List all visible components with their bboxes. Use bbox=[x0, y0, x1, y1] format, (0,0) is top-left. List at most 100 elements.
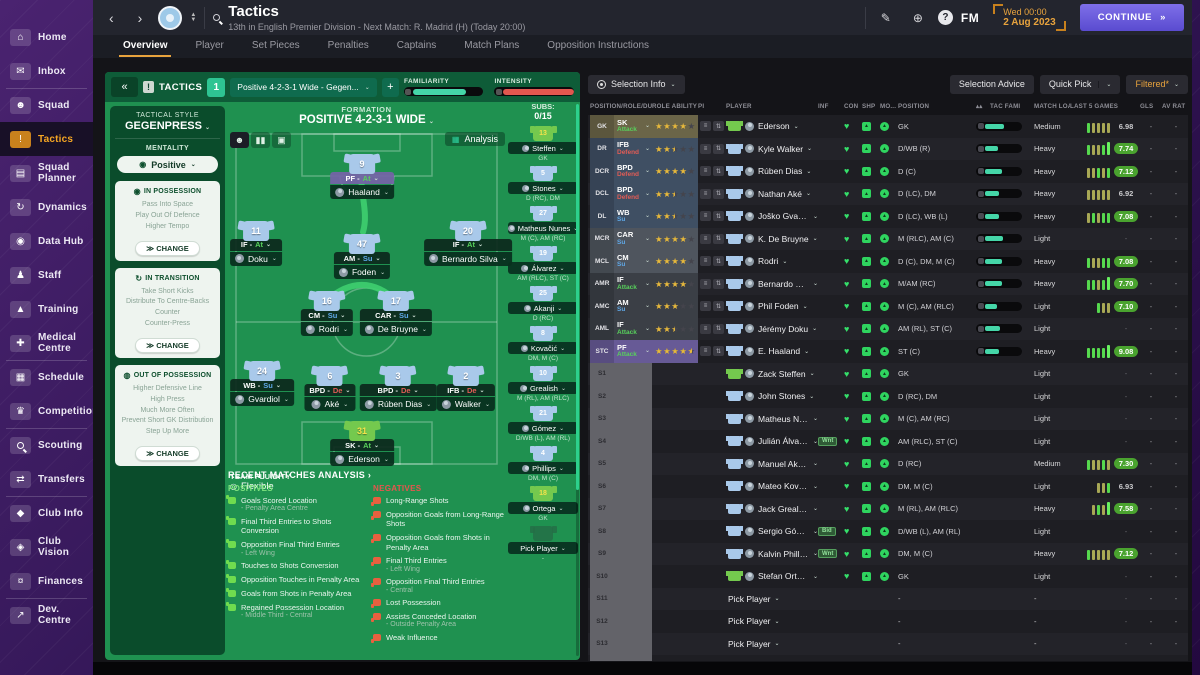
column-header[interactable]: CON bbox=[844, 102, 859, 110]
role-duty-cell[interactable] bbox=[614, 497, 652, 520]
sidebar-item-tactics[interactable]: ! Tactics bbox=[0, 122, 93, 156]
table-row[interactable]: S1 Zack Steffen ♥ ▲ ▲ GK Light - - - bbox=[588, 362, 1188, 385]
sub-name-pill[interactable]: Stones bbox=[508, 182, 578, 194]
sub-name-pill[interactable]: Pick Player bbox=[508, 542, 578, 554]
player-name-pill[interactable]: Aké bbox=[304, 397, 356, 412]
role-duty-cell[interactable] bbox=[614, 475, 652, 498]
player-cell[interactable]: Pick Player bbox=[726, 594, 818, 604]
tactic-slot-tab[interactable]: 1 bbox=[207, 77, 226, 97]
player-cell[interactable]: Jack Grealish bbox=[726, 503, 818, 514]
player-cell[interactable]: Pick Player bbox=[726, 639, 818, 649]
tab-match-plans[interactable]: Match Plans bbox=[464, 40, 520, 51]
sidebar-item-transfers[interactable]: ⇄ Transfers bbox=[0, 462, 93, 497]
table-row[interactable]: S2 John Stones ♥ ▲ ▲ D (RC), DM Light - - - bbox=[588, 385, 1188, 408]
column-header[interactable]: MO... bbox=[880, 102, 897, 110]
forward-arrow-icon[interactable]: › bbox=[137, 9, 143, 26]
shirt-view-button[interactable]: ▣ bbox=[272, 132, 291, 148]
table-row[interactable]: S13 Pick Player - - - - - bbox=[588, 632, 1188, 655]
role-duty-cell[interactable]: WB Su bbox=[614, 205, 652, 228]
player-cell[interactable]: Nathan Aké bbox=[726, 188, 818, 199]
continue-button[interactable]: CONTINUE» bbox=[1079, 4, 1184, 31]
change-button[interactable]: ≫ CHANGE bbox=[135, 446, 200, 462]
role-duty-cell[interactable] bbox=[614, 565, 652, 588]
player-name-pill[interactable]: Foden bbox=[333, 265, 391, 280]
player-cell[interactable]: Phil Foden bbox=[726, 301, 818, 312]
sub-name-pill[interactable]: Phillips bbox=[508, 462, 578, 474]
player-cell[interactable]: Julián Álvarez bbox=[726, 436, 818, 447]
role-duty-cell[interactable]: PF Attack bbox=[614, 340, 652, 363]
sidebar-item-finances[interactable]: ¤ Finances bbox=[0, 564, 93, 599]
quick-pick-button[interactable]: Quick Pick bbox=[1039, 74, 1121, 94]
player-name-pill[interactable]: Ederson bbox=[330, 452, 394, 467]
role-duty-cell[interactable]: CM Su bbox=[614, 250, 652, 273]
column-header[interactable]: AV RAT bbox=[1162, 102, 1186, 110]
player-name-pill[interactable]: Rúben Dias bbox=[359, 397, 437, 412]
column-header[interactable]: PLAYER bbox=[726, 102, 752, 110]
sub-name-pill[interactable]: Kovačić bbox=[508, 342, 578, 354]
sidebar-item-data-hub[interactable]: ◉ Data Hub bbox=[0, 224, 93, 258]
player-cell[interactable]: Stefan Ortega bbox=[726, 571, 818, 582]
analysis-button[interactable]: ▦ Analysis bbox=[444, 132, 505, 146]
role-duty-cell[interactable] bbox=[614, 362, 652, 385]
player-instructions-cell[interactable]: ≡ ⇅ bbox=[698, 346, 726, 357]
analysis-title[interactable]: RECENT MATCHES ANALYSIS › bbox=[228, 470, 372, 480]
player-cell[interactable]: Rodri bbox=[726, 256, 818, 267]
role-duty-cell[interactable] bbox=[614, 587, 652, 610]
edit-pencil-icon[interactable]: ✎ bbox=[880, 10, 891, 25]
player-cell[interactable]: Sergio Gómez bbox=[726, 526, 818, 537]
sidebar-item-dev-centre[interactable]: ↗ Dev. Centre bbox=[0, 598, 93, 632]
player-cell[interactable]: Matheus Nunes bbox=[726, 413, 818, 424]
sub-name-pill[interactable]: Akanji bbox=[508, 302, 578, 314]
player-name-pill[interactable]: Walker bbox=[436, 397, 496, 412]
column-header[interactable]: PI bbox=[698, 102, 705, 110]
role-duty-cell[interactable]: IF Attack bbox=[614, 317, 652, 340]
sidebar-item-scouting[interactable]: Scouting bbox=[0, 428, 93, 462]
role-duty-cell[interactable]: CAR Su bbox=[614, 227, 652, 250]
game-date[interactable]: Wed 00:00 2 Aug 2023 bbox=[993, 4, 1067, 31]
role-duty-cell[interactable] bbox=[614, 452, 652, 475]
player-name-pill[interactable]: De Bruyne bbox=[359, 322, 432, 337]
selection-advice-button[interactable]: Selection Advice bbox=[949, 74, 1034, 94]
sidebar-item-competitions[interactable]: ♛ Competitions bbox=[0, 394, 104, 429]
search-icon[interactable] bbox=[213, 14, 221, 21]
player-cell[interactable]: Bernardo Silva bbox=[726, 278, 818, 289]
player-instructions-cell[interactable]: ≡ ⇅ bbox=[698, 211, 726, 222]
table-row[interactable]: S10 Stefan Ortega ♥ ▲ ▲ GK Light - - - bbox=[588, 565, 1188, 588]
tab-opposition-instructions[interactable]: Opposition Instructions bbox=[547, 40, 650, 51]
sidebar-item-squad-planner[interactable]: ▤ Squad Planner bbox=[0, 156, 93, 190]
tab-set-pieces[interactable]: Set Pieces bbox=[251, 40, 300, 51]
sub-name-pill[interactable]: Steffen bbox=[508, 142, 578, 154]
player-cell[interactable]: K. De Bruyne bbox=[726, 233, 818, 244]
role-duty-cell[interactable] bbox=[614, 430, 652, 453]
column-header[interactable]: GLS bbox=[1140, 102, 1154, 110]
column-header[interactable]: POSITION/ROLE/DU... ▴ bbox=[590, 102, 652, 110]
sub-name-pill[interactable]: Ortega bbox=[508, 502, 578, 514]
player-cell[interactable]: Pick Player bbox=[726, 616, 818, 626]
tactical-style-dropdown[interactable]: GEGENPRESS bbox=[115, 120, 220, 132]
player-instructions-cell[interactable]: ≡ ⇅ bbox=[698, 301, 726, 312]
stats-view-button[interactable]: ▮▮ bbox=[251, 132, 270, 148]
table-row[interactable]: GKSKAttack★★★★★★★★★★≡⇅Ederson♥▲▲GKMedium… bbox=[588, 115, 1188, 138]
pitch-player-stc[interactable]: 9PFAtHaaland bbox=[330, 154, 394, 200]
table-row[interactable]: S7 Jack Grealish ♥ ▲ ▲ M (RL), AM (RLC) Heavy 7… bbox=[588, 497, 1188, 520]
sub-name-pill[interactable]: Grealish bbox=[508, 382, 578, 394]
role-duty-cell[interactable] bbox=[614, 520, 652, 543]
tab-captains[interactable]: Captains bbox=[396, 40, 437, 51]
change-button[interactable]: ≫ CHANGE bbox=[135, 337, 200, 353]
player-instructions-cell[interactable]: ≡ ⇅ bbox=[698, 188, 726, 199]
